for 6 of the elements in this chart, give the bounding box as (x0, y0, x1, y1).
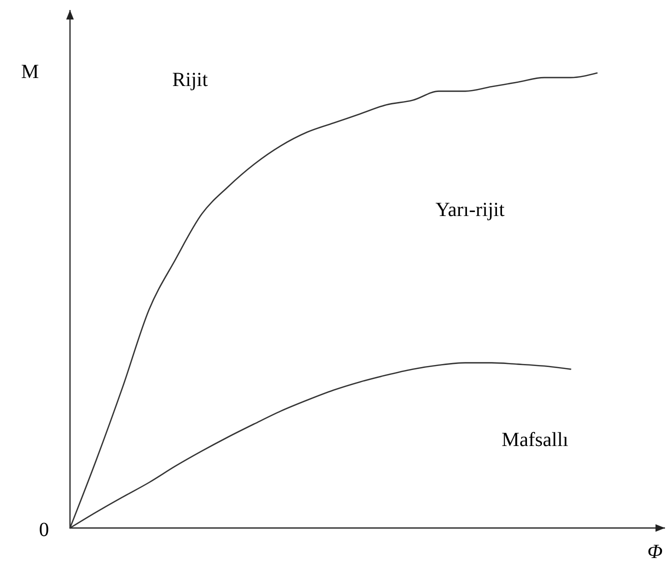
annotation: Mafsallı (502, 429, 569, 451)
annotation: Rijit (172, 69, 208, 91)
annotation: Yarı-rijit (435, 199, 505, 221)
y-axis-title: M (21, 61, 40, 83)
text: 0 (39, 519, 49, 541)
x-axis-title: Φ (647, 541, 663, 563)
